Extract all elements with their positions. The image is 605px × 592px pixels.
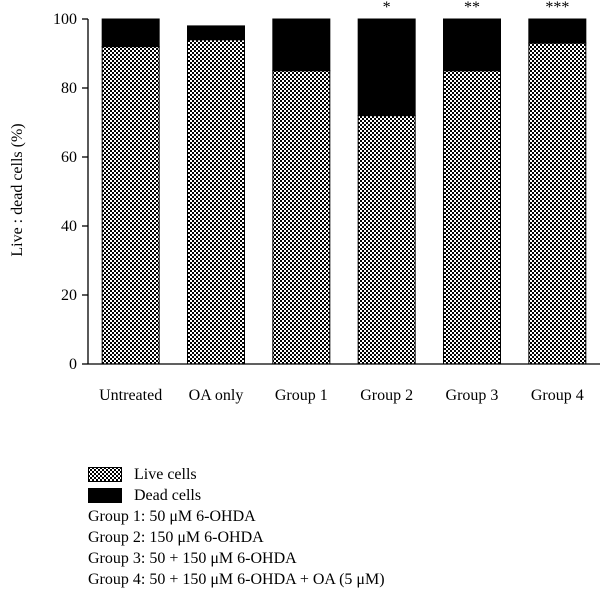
y-tick-label: 100 [53, 11, 77, 28]
x-tick-label: Group 2 [360, 387, 413, 404]
live-bar-group-2 [357, 115, 416, 365]
x-tick-label: Untreated [99, 387, 162, 404]
significance-marker: *** [545, 0, 569, 16]
legend-label-dead: Dead cells [134, 487, 202, 504]
group-note-3: Group 3: 50 + 150 μM 6-OHDA [88, 550, 297, 567]
dead-bar-group-3 [443, 18, 501, 72]
group-note-2: Group 2: 150 μM 6-OHDA [88, 529, 264, 546]
live-bar-oa-only [187, 39, 245, 365]
stacked-bar-chart: Untreated OA only Group 1 Group 2 * Group 3 **… [9, 0, 600, 404]
live-bar-group-1 [272, 70, 331, 365]
y-tick-label: 60 [61, 149, 77, 166]
dead-bar-group-1 [272, 18, 331, 72]
dead-bar-untreated [101, 18, 160, 48]
legend-item-dead: Dead cells [88, 485, 385, 506]
y-tick-label: 20 [61, 287, 77, 304]
legend-item-live: Live cells [88, 464, 385, 485]
significance-marker: ** [464, 0, 480, 16]
significance-marker: * [383, 0, 391, 16]
dead-cells-swatch [88, 488, 122, 503]
bars-group [101, 18, 587, 365]
live-bar-group-4 [528, 42, 587, 365]
axes-group: Untreated OA only Group 1 Group 2 * Group 3 **… [53, 0, 600, 404]
y-tick-label: 40 [61, 218, 77, 235]
dead-bar-oa-only [187, 25, 245, 41]
group-note-1: Group 1: 50 μM 6-OHDA [88, 508, 256, 525]
live-cells-swatch [88, 467, 122, 482]
y-axis-label: Live : dead cells (%) [9, 123, 26, 256]
x-tick-label: OA only [189, 387, 244, 404]
legend-label-live: Live cells [134, 466, 197, 483]
live-bar-untreated [101, 46, 160, 365]
live-bar-group-3 [443, 70, 501, 365]
x-tick-label: Group 1 [275, 387, 328, 404]
dead-bar-group-4 [528, 18, 587, 44]
y-tick-label: 0 [69, 356, 77, 373]
group-note-4: Group 4: 50 + 150 μM 6-OHDA + OA (5 μM) [88, 571, 385, 588]
x-tick-label: Group 3 [446, 387, 499, 404]
y-tick-label: 80 [61, 80, 77, 97]
x-tick-label: Group 4 [531, 387, 584, 404]
legend: Live cells Dead cells Group 1: 50 μM 6-O… [88, 464, 385, 590]
dead-bar-group-2 [357, 18, 416, 117]
